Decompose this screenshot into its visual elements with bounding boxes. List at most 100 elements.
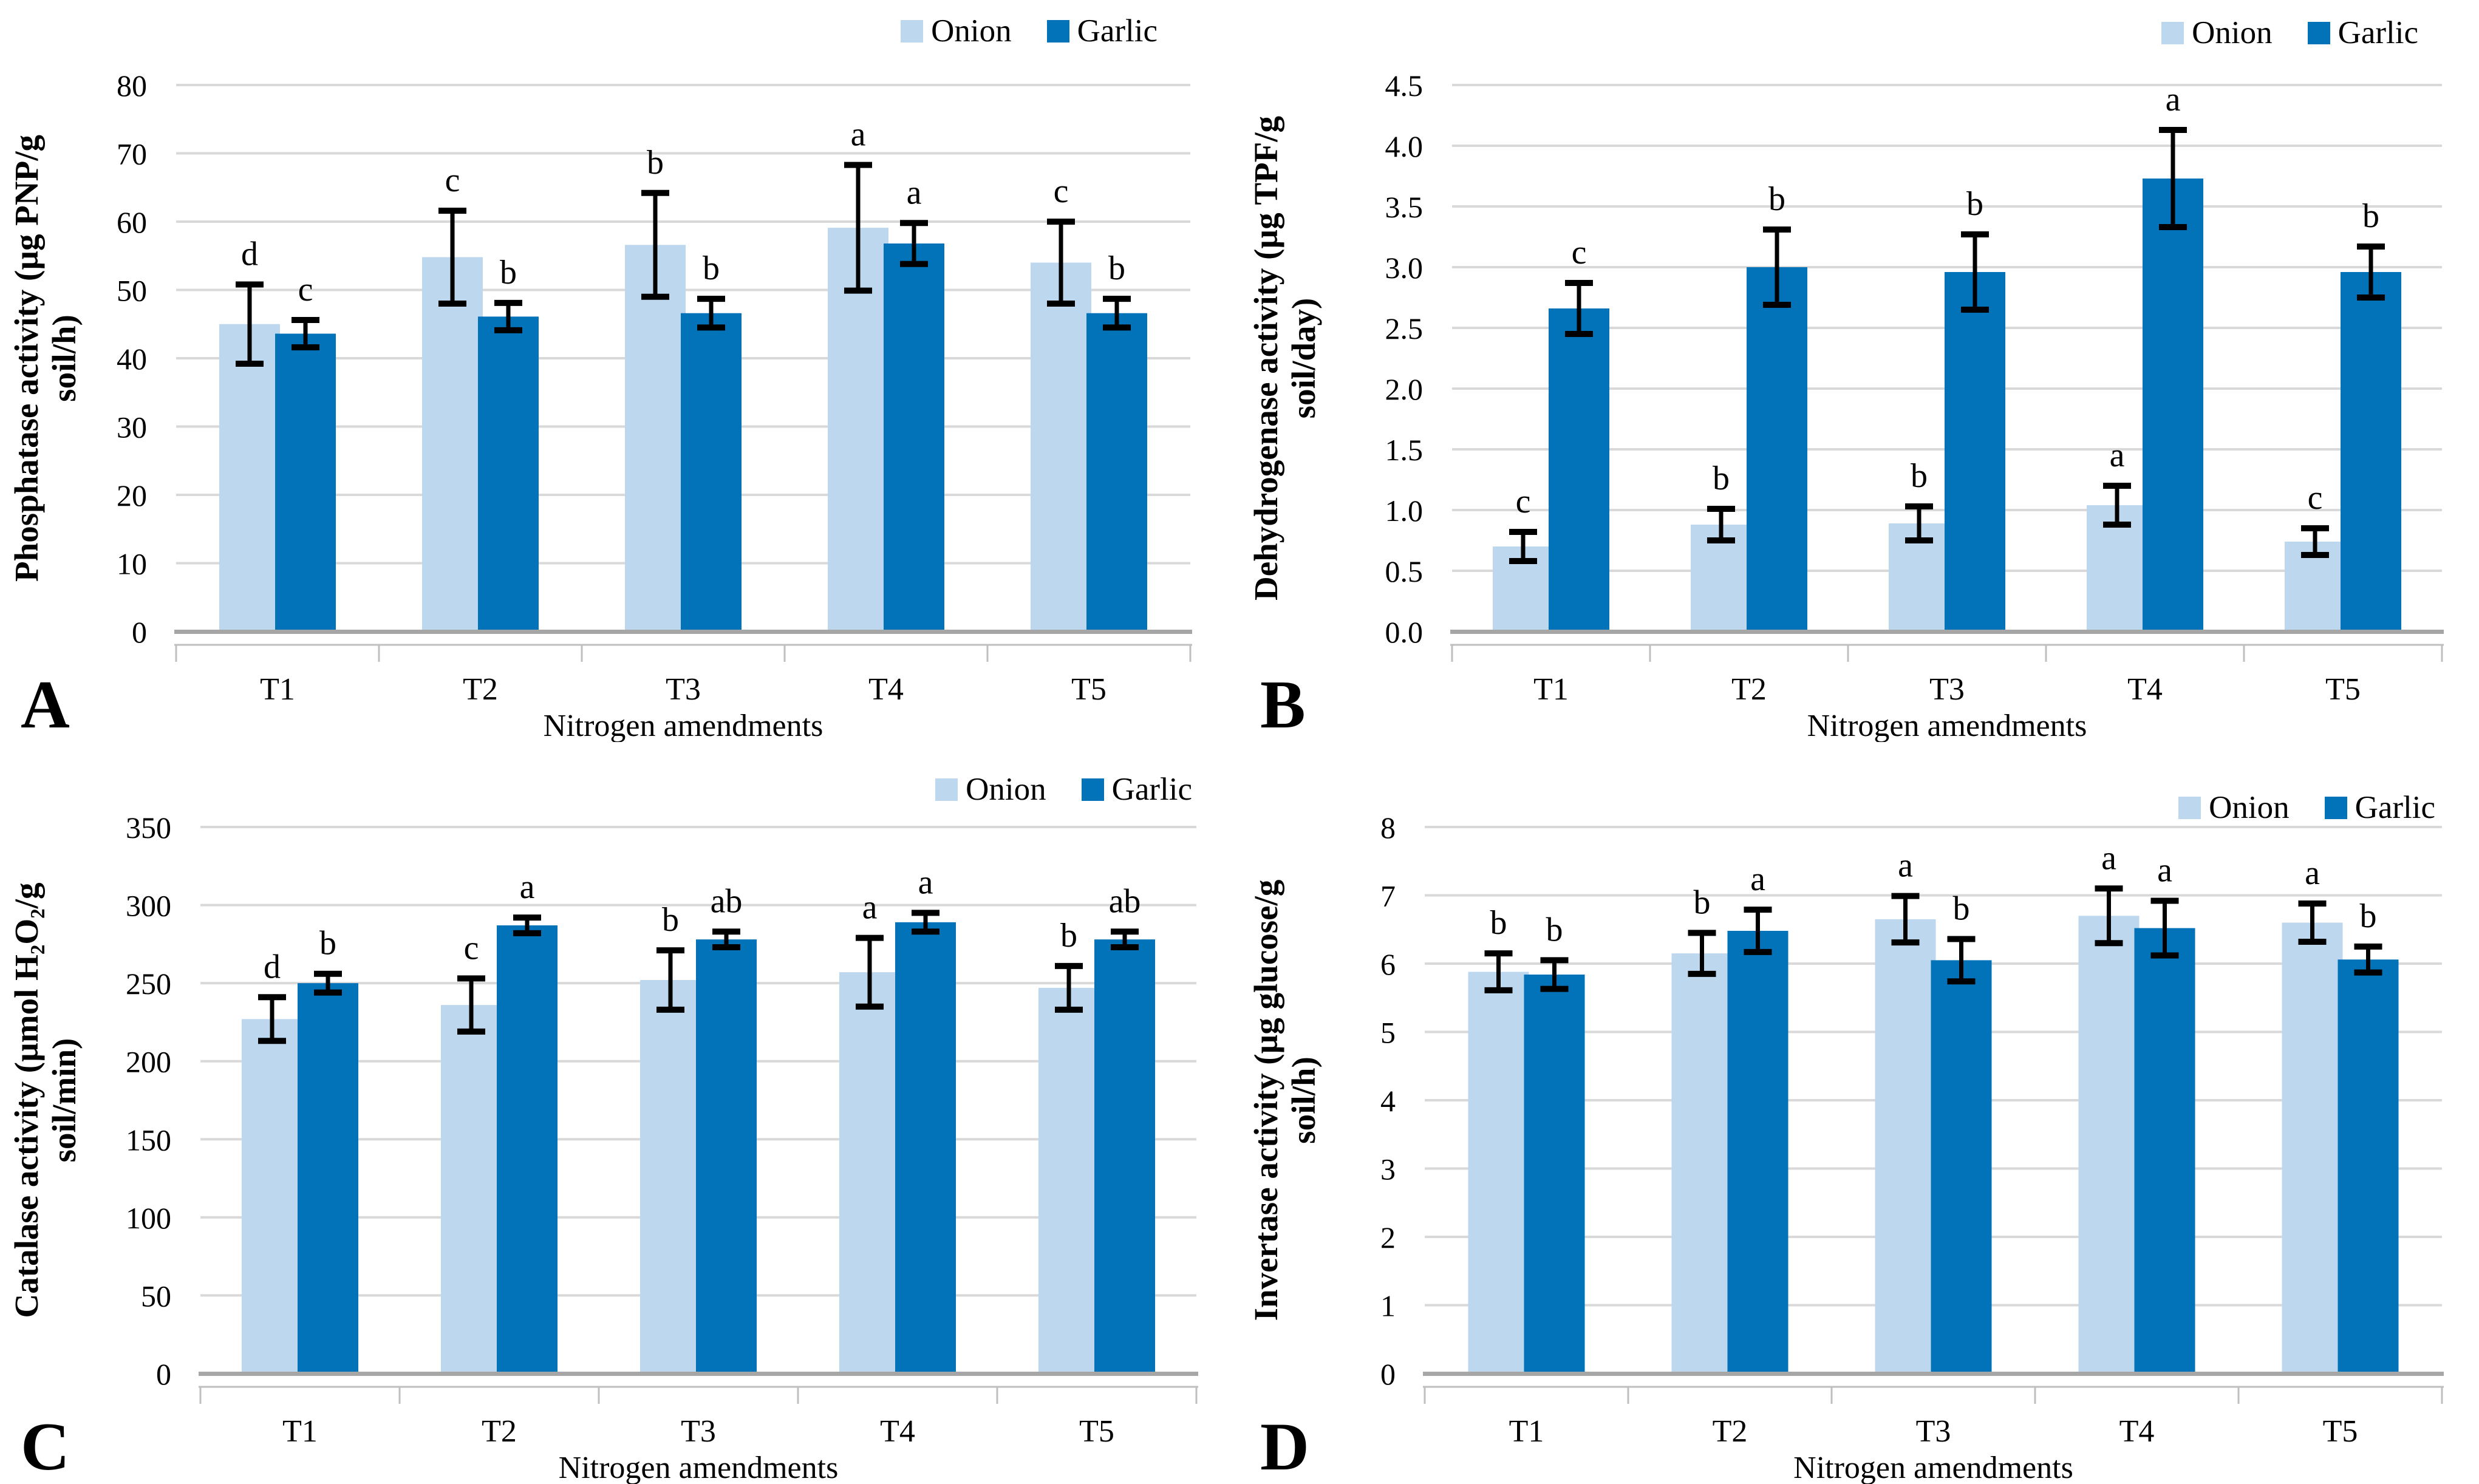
y-tick-label: 1.0 (1385, 494, 1424, 528)
y-tick-label: 0 (156, 1357, 171, 1391)
panel-letter-d: D (1260, 1409, 1309, 1484)
legend-label-garlic: Garlic (2337, 15, 2418, 50)
y-tick-label: 4.5 (1385, 69, 1424, 103)
significance-letter-onion-t4: a (862, 889, 878, 927)
bar-garlic-t4 (884, 243, 944, 633)
legend-swatch-onion-icon (935, 778, 958, 801)
bar-onion-t3 (625, 245, 686, 633)
x-tick-label-t2: T2 (1713, 1414, 1748, 1449)
panel-letter-a: A (21, 667, 70, 742)
bar-onion-t5 (2282, 922, 2343, 1375)
legend-label-onion: Onion (931, 13, 1012, 49)
chart-dehydrogenase-activity: 0.0 0.5 1.0 1.5 2.0 2.5 3.0 3.5 4.0 4.5 c c T1 b b T2 b b… (1247, 69, 2444, 742)
significance-letter-garlic-t2: a (520, 868, 535, 906)
legend-label-onion: Onion (2192, 15, 2273, 50)
y-axis-title-line1: Invertase activity (µg glucose/g (1247, 880, 1284, 1321)
bar-garlic-t3 (696, 939, 757, 1375)
bar-garlic-t5 (1094, 939, 1155, 1375)
x-tick-label-t4: T4 (880, 1414, 915, 1449)
y-tick-label: 40 (117, 342, 147, 376)
x-tick-label-t4: T4 (868, 672, 904, 707)
x-axis-title: Nitrogen amendments (1793, 1451, 2073, 1484)
panel-d-invertase: 0 1 2 3 4 5 6 7 8 b b T1 b a T2 a b T3 a a T4 a b T5 Nitrogen am… (1240, 742, 2479, 1484)
legend-item-garlic: Garlic (1046, 15, 1158, 47)
bar-onion-t1 (219, 324, 280, 633)
significance-letter-onion-t1: c (1516, 483, 1531, 520)
legend-swatch-garlic-icon (1046, 20, 1069, 43)
legend-item-onion: Onion (2178, 792, 2290, 824)
bar-onion-t2 (1671, 953, 1733, 1375)
bar-garlic-t5 (1086, 313, 1147, 633)
y-tick-label: 20 (117, 478, 147, 512)
y-tick-label: 150 (126, 1123, 171, 1157)
significance-letter-onion-t3: b (647, 144, 664, 182)
y-axis-title-line1: Catalase activity (µmol H₂O₂/g (8, 883, 45, 1318)
significance-letter-garlic-t2: a (1750, 860, 1765, 898)
y-tick-label: 10 (117, 547, 147, 581)
y-axis-title-line2: soil/min) (46, 1038, 83, 1163)
significance-letter-garlic-t1: b (319, 925, 336, 962)
bar-onion-t5 (1038, 987, 1099, 1375)
x-tick-label-t3: T3 (666, 672, 701, 707)
y-axis-title-line2: soil/h) (1285, 1057, 1322, 1144)
significance-letter-garlic-t3: b (1966, 185, 1983, 223)
legend-label-garlic: Garlic (1111, 772, 1192, 807)
legend: Onion Garlic (935, 774, 1192, 806)
bar-garlic-t4 (895, 922, 956, 1375)
x-tick-label-t2: T2 (482, 1414, 517, 1449)
bar-onion-t3 (640, 980, 701, 1375)
legend-item-garlic: Garlic (2307, 15, 2418, 50)
bar-garlic-t1 (1549, 308, 1609, 633)
panel-c-catalase: 0 50 100 150 200 250 300 350 d b T1 c a T2 b ab T3 a a T4 b a… (0, 742, 1240, 1484)
bar-onion-t4 (839, 972, 900, 1375)
y-tick-label: 3.5 (1385, 190, 1424, 224)
y-axis-title-line1: Phosphatase activity (µg PNP/g (8, 135, 45, 582)
significance-letter-onion-t2: b (1713, 460, 1730, 497)
y-tick-label: 2 (1380, 1220, 1396, 1254)
bar-garlic-t2 (478, 316, 539, 633)
legend: Onion Garlic (2161, 17, 2418, 49)
bar-garlic-t3 (1931, 960, 1992, 1375)
y-tick-label: 0.5 (1385, 554, 1424, 588)
chart-invertase-activity: 0 1 2 3 4 5 6 7 8 b b T1 b a T2 a b T3 a a T4 a b T5 Nitrogen am… (1247, 811, 2444, 1484)
y-tick-label: 0 (1380, 1357, 1396, 1391)
bar-garlic-t5 (2341, 272, 2401, 633)
significance-letter-garlic-t1: c (298, 271, 313, 308)
y-tick-label: 5 (1380, 1016, 1396, 1050)
y-tick-label: 250 (126, 967, 171, 1001)
x-axis-line (1423, 1372, 2444, 1376)
x-axis-title: Nitrogen amendments (544, 709, 823, 742)
x-tick-label-t3: T3 (1929, 672, 1965, 707)
significance-letter-garlic-t1: c (1572, 234, 1587, 271)
legend-item-garlic: Garlic (2324, 792, 2435, 824)
y-tick-label: 4 (1380, 1084, 1396, 1118)
y-tick-label: 50 (117, 274, 147, 308)
y-tick-label: 4.0 (1385, 129, 1424, 163)
x-axis-line (174, 630, 1192, 634)
significance-letter-onion-t5: c (2308, 479, 2323, 517)
x-tick-label-t3: T3 (681, 1414, 716, 1449)
significance-letter-onion-t4: a (851, 116, 866, 154)
significance-letter-garlic-t5: ab (1109, 882, 1141, 920)
significance-letter-garlic-t1: b (1546, 911, 1563, 948)
legend: Onion Garlic (901, 15, 1158, 47)
y-tick-label: 200 (126, 1045, 171, 1079)
significance-letter-garlic-t4: a (907, 174, 922, 211)
y-axis-title-line2: soil/day) (1285, 298, 1322, 419)
bar-onion-t4 (828, 228, 888, 633)
significance-letter-garlic-t3: b (703, 250, 720, 287)
y-tick-label: 70 (117, 137, 147, 171)
bar-onion-t4 (2078, 916, 2140, 1375)
bar-onion-t2 (441, 1005, 502, 1375)
bar-garlic-t1 (1524, 975, 1585, 1375)
bar-onion-t1 (1468, 972, 1529, 1375)
legend-swatch-onion-icon (901, 20, 924, 43)
bar-garlic-t3 (1945, 272, 2005, 633)
legend-swatch-onion-icon (2178, 797, 2201, 819)
y-tick-label: 3.0 (1385, 251, 1424, 285)
significance-letter-onion-t4: a (2110, 437, 2125, 474)
bar-garlic-t4 (2143, 179, 2203, 633)
legend-item-onion: Onion (2161, 17, 2273, 49)
bar-onion-t3 (1875, 919, 1936, 1375)
